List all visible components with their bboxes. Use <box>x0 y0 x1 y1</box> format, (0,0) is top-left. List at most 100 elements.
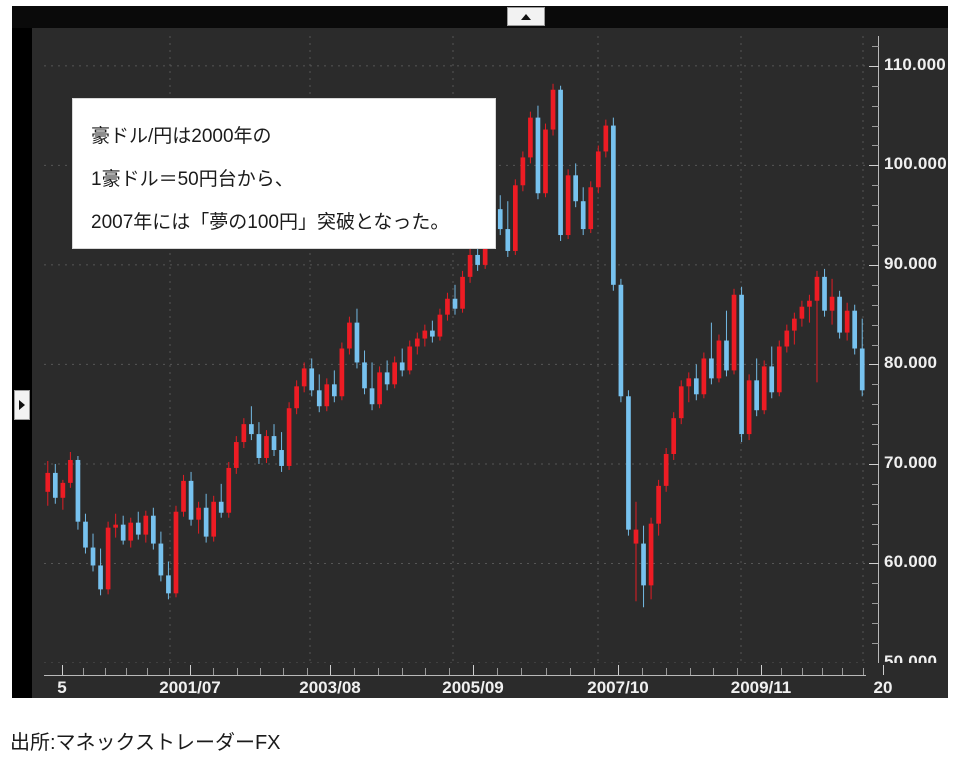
date-tick-major <box>473 665 474 675</box>
date-tick-minor <box>569 668 571 675</box>
price-tick-minor <box>872 623 879 625</box>
date-tick-minor <box>126 668 127 675</box>
date-tick-minor <box>781 668 783 675</box>
date-tick-minor <box>104 668 106 675</box>
price-tick-minor <box>872 444 879 446</box>
price-tick-major <box>869 264 879 266</box>
date-tick-minor <box>425 668 427 675</box>
price-tick-minor <box>872 245 879 246</box>
date-tick-minor <box>665 668 667 675</box>
panel-expand-button[interactable] <box>14 390 30 420</box>
date-tick-label: 2005/09 <box>442 678 504 697</box>
price-tick-label: 100.000 <box>884 154 947 174</box>
price-tick-minor <box>872 85 879 87</box>
price-tick-minor <box>872 583 879 585</box>
date-tick-minor <box>842 668 844 675</box>
left-edge-strip <box>12 28 32 698</box>
price-tick-minor <box>872 344 879 346</box>
date-tick-minor <box>168 668 170 675</box>
top-scrollbar[interactable] <box>12 6 948 28</box>
candlestick-plot-area[interactable] <box>44 36 866 663</box>
date-tick-minor <box>213 668 215 675</box>
price-tick-major <box>869 65 879 67</box>
annotation-line-1: 豪ドル/円は2000年の <box>91 126 272 147</box>
price-tick-minor <box>872 45 879 47</box>
date-tick-minor <box>689 668 691 675</box>
chart-body: 110.000 100.000 90.000 80.000 70.000 60.000 50… <box>32 28 948 698</box>
date-tick-label: 5 <box>57 678 67 697</box>
price-tick-minor <box>872 603 879 605</box>
annotation-line-2: 1豪ドル＝50円台から、 <box>91 169 294 190</box>
price-tick-major <box>869 563 879 565</box>
price-tick-major <box>869 364 879 366</box>
date-tick-label: 2001/07 <box>159 678 221 697</box>
price-tick-label: 90.000 <box>884 253 938 273</box>
price-tick-minor <box>872 543 879 545</box>
date-axis[interactable]: 5 2001/07 2003/08 2005/09 2007/10 2009/11 20 <box>32 663 948 698</box>
date-tick-label: 2003/08 <box>299 678 361 697</box>
triangle-right-icon <box>19 400 25 410</box>
date-tick-minor <box>260 668 261 675</box>
date-tick-minor <box>497 668 499 675</box>
price-tick-label: 80.000 <box>884 353 938 373</box>
date-tick-minor <box>353 668 355 675</box>
price-tick-major <box>869 463 879 465</box>
date-axis-line <box>44 675 866 676</box>
price-axis[interactable]: 110.000 100.000 90.000 80.000 70.000 60.000 50… <box>866 28 948 698</box>
chart-application-window: 110.000 100.000 90.000 80.000 70.000 60.000 50… <box>12 6 948 698</box>
price-tick-minor <box>872 284 879 286</box>
date-tick-major <box>883 665 884 675</box>
date-tick-minor <box>713 668 715 675</box>
date-tick-minor <box>593 668 595 675</box>
scroll-up-button[interactable] <box>507 7 545 26</box>
date-tick-minor <box>236 668 238 675</box>
price-tick-label: 70.000 <box>884 452 938 472</box>
price-tick-minor <box>872 105 879 107</box>
price-tick-minor <box>872 304 879 306</box>
date-tick-major <box>190 665 191 675</box>
date-tick-major <box>62 665 63 675</box>
date-tick-minor <box>521 668 523 675</box>
date-tick-minor <box>147 668 149 675</box>
price-axis-line <box>878 36 879 663</box>
date-tick-label: 2009/11 <box>730 678 792 697</box>
date-tick-major <box>761 665 762 675</box>
price-tick-minor <box>872 384 879 386</box>
price-tick-minor <box>872 145 879 147</box>
price-tick-minor <box>872 503 879 505</box>
price-tick-minor <box>872 185 879 187</box>
date-tick-major <box>330 665 331 675</box>
price-tick-major <box>869 165 879 167</box>
date-tick-minor <box>283 668 285 675</box>
date-tick-minor <box>641 668 643 675</box>
price-tick-minor <box>872 483 879 485</box>
annotation-line-3: 2007年には「夢の100円」突破となった。 <box>91 212 450 233</box>
price-tick-label: 110.000 <box>884 54 946 74</box>
date-tick-minor <box>862 668 864 675</box>
price-tick-minor <box>872 205 879 207</box>
candle-layer <box>45 83 865 608</box>
price-tick-minor <box>872 523 879 525</box>
date-tick-minor <box>737 668 739 675</box>
price-tick-minor <box>872 225 879 227</box>
date-tick-minor <box>822 668 823 675</box>
price-tick-minor <box>872 324 879 326</box>
price-tick-minor <box>872 424 879 426</box>
date-tick-minor <box>545 668 547 675</box>
annotation-callout: 豪ドル/円は2000年の 1豪ドル＝50円台から、 2007年には「夢の100円… <box>72 98 496 249</box>
triangle-up-icon <box>521 13 531 20</box>
date-tick-label: 20 <box>873 678 893 697</box>
date-tick-major <box>618 665 619 675</box>
price-tick-label: 60.000 <box>884 552 938 572</box>
date-tick-minor <box>801 668 803 675</box>
date-tick-minor <box>377 668 379 675</box>
date-tick-minor <box>83 668 85 675</box>
price-tick-minor <box>872 404 879 406</box>
price-tick-minor <box>872 125 879 127</box>
date-tick-minor <box>449 668 451 675</box>
price-tick-minor <box>872 643 879 645</box>
date-tick-minor <box>306 668 308 675</box>
source-caption: 出所:マネックストレーダーFX <box>10 732 281 754</box>
date-tick-minor <box>401 668 403 675</box>
